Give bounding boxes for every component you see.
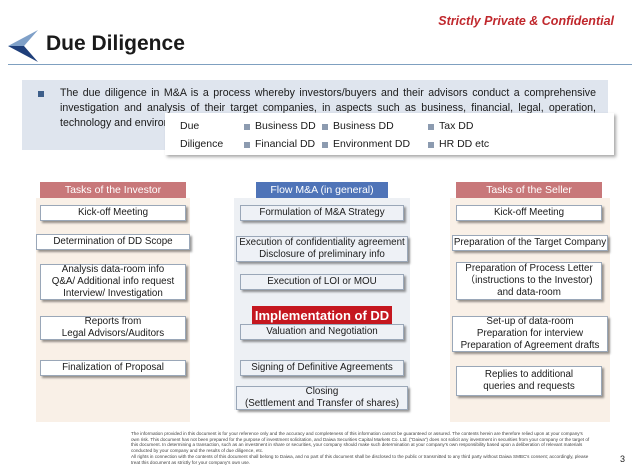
square-bullet-icon — [322, 124, 328, 130]
bullet-icon — [38, 91, 44, 97]
title-divider — [8, 64, 632, 65]
dd-type-item: Environment DD — [333, 138, 411, 150]
flow-panel — [234, 198, 410, 410]
flow-step: Valuation and Negotiation — [240, 324, 404, 340]
investor-task: Kick-off Meeting — [40, 205, 186, 221]
seller-column-header: Tasks of the Seller — [456, 182, 602, 198]
disclaimer: The information provided in this documen… — [131, 431, 591, 467]
dd-type-item: Tax DD — [439, 120, 474, 132]
seller-task: Preparation of Process Letter （instructi… — [456, 262, 602, 300]
dd-type-item: HR DD etc — [439, 138, 490, 150]
page-title: Due Diligence — [46, 32, 185, 55]
square-bullet-icon — [244, 142, 250, 148]
confidential-label: Strictly Private & Confidential — [438, 14, 614, 28]
flow-step: Formulation of M&A Strategy — [240, 205, 404, 221]
company-logo-icon — [8, 30, 38, 62]
seller-task: Preparation of the Target Company — [452, 235, 608, 251]
intro-text: The due diligence in M&A is a process wh… — [60, 87, 596, 129]
disclaimer-paragraph: The information provided in this documen… — [131, 431, 590, 453]
square-bullet-icon — [244, 124, 250, 130]
flow-step: Closing (Settlement and Transfer of shar… — [236, 386, 408, 410]
dd-type-item: Business DD — [255, 120, 316, 132]
page-number: 3 — [620, 454, 626, 464]
dd-type-item: Financial DD — [255, 138, 316, 150]
investor-task: Analysis data-room info Q&A/ Additional … — [40, 264, 186, 300]
seller-task: Kick-off Meeting — [456, 205, 602, 221]
investor-panel — [36, 198, 190, 422]
implementation-banner: Implementation of DD — [252, 306, 392, 326]
flow-step: Execution of LOI or MOU — [240, 274, 404, 290]
square-bullet-icon — [428, 142, 434, 148]
disclaimer-paragraph: All rights in connection with the conten… — [131, 454, 589, 465]
flow-step: Execution of confidentiality agreement D… — [236, 236, 408, 262]
dd-label-line2: Diligence — [180, 138, 224, 150]
square-bullet-icon — [322, 142, 328, 148]
flow-column-header: Flow M&A (in general) — [256, 182, 388, 198]
investor-task: Reports from Legal Advisors/Auditors — [40, 316, 186, 340]
square-bullet-icon — [428, 124, 434, 130]
dd-type-item: Business DD — [333, 120, 394, 132]
dd-label-line1: Due — [180, 120, 200, 132]
investor-task: Finalization of Proposal — [40, 360, 186, 376]
seller-task: Set-up of data-room Preparation for inte… — [452, 316, 608, 352]
seller-task: Replies to additional queries and reques… — [456, 366, 602, 396]
dd-types-box — [165, 113, 614, 155]
investor-task: Determination of DD Scope — [36, 234, 190, 250]
investor-column-header: Tasks of the Investor — [40, 182, 186, 198]
flow-step: Signing of Definitive Agreements — [240, 360, 404, 376]
